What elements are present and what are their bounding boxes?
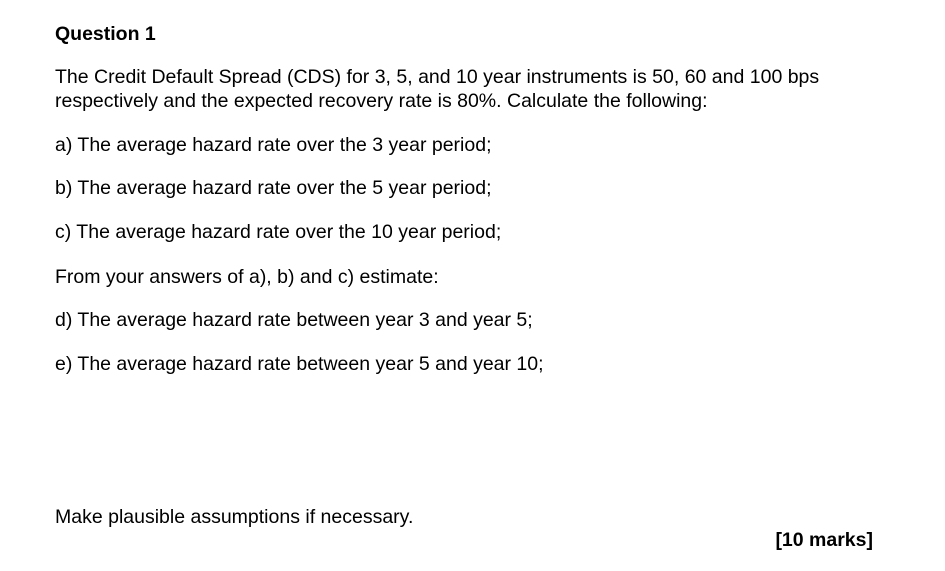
- marks-label: [10 marks]: [775, 529, 873, 551]
- item-e: e) The average hazard rate between year …: [55, 353, 544, 375]
- estimate-prompt: From your answers of a), b) and c) estim…: [55, 266, 439, 288]
- item-b: b) The average hazard rate over the 5 ye…: [55, 177, 492, 199]
- item-a: a) The average hazard rate over the 3 ye…: [55, 134, 492, 156]
- footer-note: Make plausible assumptions if necessary.: [55, 506, 414, 528]
- intro-line-1: The Credit Default Spread (CDS) for 3, 5…: [55, 66, 820, 88]
- question-title: Question 1: [55, 23, 156, 45]
- intro-line-2: respectively and the expected recovery r…: [55, 90, 708, 112]
- item-d: d) The average hazard rate between year …: [55, 309, 533, 331]
- item-c: c) The average hazard rate over the 10 y…: [55, 221, 502, 243]
